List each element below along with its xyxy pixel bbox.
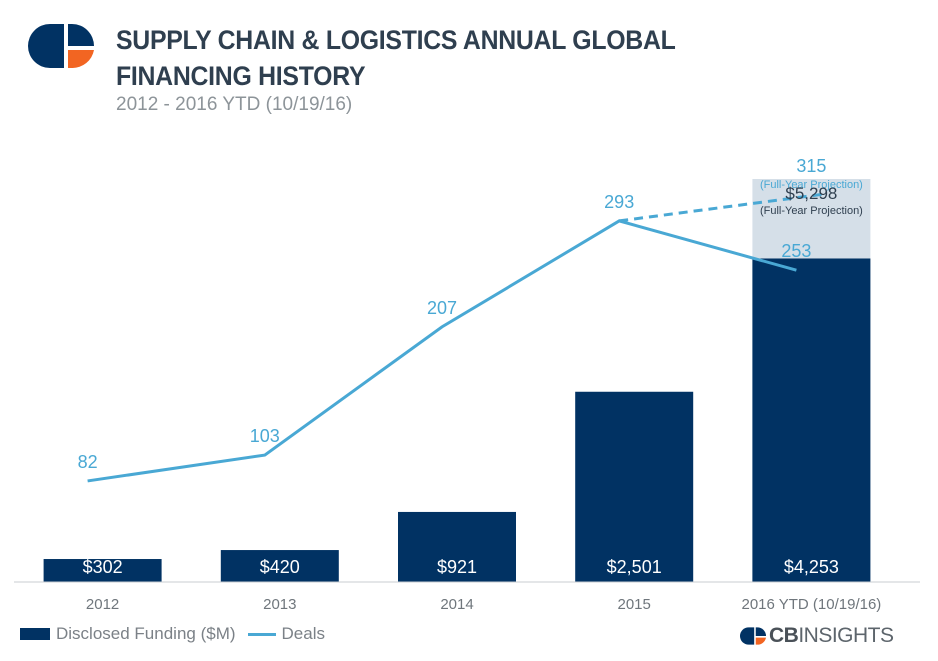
legend-deals-label: Deals	[281, 624, 325, 643]
brand-name: CBINSIGHTS	[769, 624, 894, 648]
funding-bar	[398, 511, 516, 582]
legend-funding-swatch	[20, 628, 50, 640]
brand-name-bold: CB	[769, 624, 799, 647]
deals-projection-note: (Full-Year Projection)	[760, 179, 863, 191]
deal-count-label: 253	[781, 241, 811, 261]
x-tick-label: 2012	[86, 596, 119, 613]
chart-subtitle: 2012 - 2016 YTD (10/19/16)	[116, 94, 353, 115]
funding-bar	[575, 391, 694, 582]
bar-value-label: $420	[260, 557, 300, 577]
deal-count-label: 293	[604, 192, 634, 212]
x-tick-label: 2013	[263, 596, 296, 613]
x-tick-label: 2014	[440, 596, 473, 613]
deal-count-label: 103	[250, 426, 280, 446]
funding-bar	[43, 559, 162, 582]
deal-count-label: 207	[427, 298, 457, 318]
brand-mark-icon	[740, 627, 766, 645]
bar-value-label: $921	[437, 557, 477, 577]
legend: Disclosed Funding ($M) Deals	[20, 624, 325, 644]
funding-bar	[752, 258, 871, 582]
brand-name-light: INSIGHTS	[798, 624, 894, 647]
bar-value-label: $302	[83, 557, 123, 577]
bar-value-label: $4,253	[784, 557, 839, 577]
deals-line	[87, 219, 797, 483]
deals-projection-line	[619, 192, 827, 223]
x-tick-label: 2015	[618, 596, 651, 613]
x-tick-label: 2016 YTD (10/19/16)	[741, 596, 881, 613]
cb-insights-logo	[28, 24, 94, 68]
funding-bar	[220, 550, 339, 582]
legend-deals-swatch	[247, 632, 276, 636]
bar-value-label: $2,501	[607, 557, 662, 577]
deal-count-label: 82	[78, 452, 98, 472]
legend-funding-label: Disclosed Funding ($M)	[56, 624, 236, 643]
funding-projection-note: (Full-Year Projection)	[760, 205, 863, 217]
brand-footer: CBINSIGHTS	[740, 624, 894, 648]
funding-projection-value: $5,298	[785, 184, 837, 203]
chart-title: SUPPLY CHAIN & LOGISTICS ANNUAL GLOBAL F…	[116, 25, 676, 91]
deals-projection-value: 315	[796, 156, 826, 176]
